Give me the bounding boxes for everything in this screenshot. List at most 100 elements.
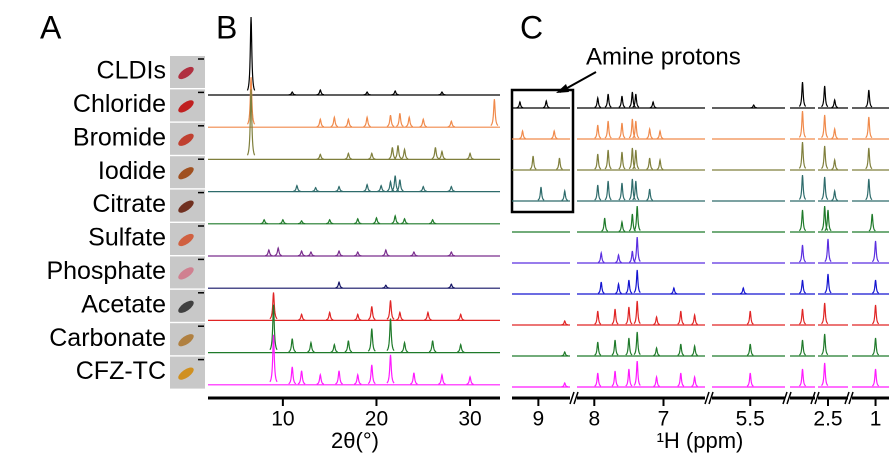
x-axis-label: ¹H (ppm): [657, 428, 744, 453]
diffraction-peak: [382, 248, 390, 257]
nmr-peak: [632, 180, 640, 201]
diffraction-peak: [288, 91, 296, 96]
axis-break: [573, 391, 579, 405]
axis-break: [782, 391, 788, 405]
nmr-peak: [633, 300, 641, 325]
nmr-peak: [646, 126, 654, 139]
diffraction-peak: [335, 185, 343, 192]
diffraction-peak: [391, 90, 399, 96]
diffraction-peak: [438, 91, 446, 96]
nmr-peak: [594, 372, 602, 387]
nmr-peak: [670, 286, 678, 295]
nmr-peak: [516, 100, 524, 109]
nmr-peak: [625, 368, 633, 387]
diffraction-peak: [382, 284, 390, 289]
crystal: [178, 66, 194, 80]
axis-break: [708, 391, 714, 405]
nmr-peak: [633, 360, 641, 386]
nmr-peak: [798, 339, 807, 356]
nmr-peak: [691, 374, 699, 387]
nmr-peak: [628, 118, 636, 139]
diffraction-peak: [424, 310, 432, 321]
diffraction-peak: [363, 115, 371, 128]
nmr-peak: [561, 188, 569, 201]
nmr-peak: [618, 151, 626, 170]
nmr-peak: [691, 312, 699, 325]
nmr-peak: [691, 343, 699, 356]
diffraction-peak: [396, 179, 404, 192]
crystal: [178, 367, 194, 380]
nmr-peak: [597, 250, 605, 263]
sample-name: Carbonate: [49, 324, 166, 352]
nmr-peak: [519, 129, 526, 140]
diffraction-peak: [344, 340, 353, 353]
sample-name: Sulfate: [88, 224, 166, 252]
x-tick-label: 30: [458, 408, 481, 431]
nmr-peak: [625, 337, 633, 356]
nmr-peak: [868, 213, 876, 232]
nmr-peak: [831, 188, 839, 201]
diffraction-peak: [396, 310, 404, 321]
nmr-peak: [601, 217, 609, 232]
diffraction-peak: [456, 313, 465, 321]
diffraction-peak: [307, 340, 315, 353]
nmr-peak: [871, 304, 880, 325]
diffraction-peak: [316, 117, 325, 128]
nmr-peak: [821, 333, 829, 356]
crystal: [178, 334, 194, 347]
nmr-peak: [677, 343, 685, 356]
axis-break: [704, 391, 710, 405]
x-tick-label: 10: [271, 408, 294, 431]
axis-break: [786, 391, 792, 405]
nmr-peak: [611, 370, 619, 387]
nmr-peak: [633, 236, 641, 262]
diffraction-peak: [447, 185, 456, 192]
nmr-peak: [646, 188, 654, 201]
diffraction-peak: [438, 372, 446, 385]
nmr-peak: [798, 368, 807, 387]
x-tick-label: 7: [658, 408, 670, 431]
diffraction-peak: [428, 218, 437, 225]
nmr-peak: [653, 315, 660, 326]
nmr-peak: [798, 308, 807, 325]
diffraction-peak: [419, 117, 428, 128]
nmr-peak: [824, 209, 832, 232]
nmr-peak: [529, 155, 537, 170]
diffraction-peak: [297, 249, 306, 257]
nmr-peak: [611, 308, 619, 325]
diffraction-peak: [325, 218, 334, 225]
diffraction-peak: [363, 183, 371, 192]
nmr-peak: [821, 205, 829, 231]
nmr-peak: [561, 319, 569, 326]
x-tick-label: 9: [533, 408, 545, 431]
diffraction-peak: [335, 280, 343, 289]
diffraction-peak: [330, 115, 339, 128]
nmr-peak: [594, 153, 602, 170]
nmr-peak: [625, 279, 633, 294]
diffraction-peak: [344, 117, 353, 128]
nmr-peak: [604, 93, 612, 108]
crystal: [178, 100, 194, 113]
crystal: [178, 133, 194, 146]
diffraction-peak: [405, 115, 414, 128]
arrow-head: [556, 84, 569, 93]
diffraction-peak: [297, 370, 306, 385]
x-tick-label: 2.5: [813, 408, 842, 431]
nmr-peak: [628, 147, 636, 170]
diffraction-peak: [386, 115, 395, 128]
nmr-peak: [872, 279, 880, 294]
highlight-box: [510, 88, 575, 214]
nmr-peak: [594, 310, 602, 325]
nmr-peak: [633, 205, 641, 231]
nmr-peak: [865, 89, 873, 108]
crystal: [178, 267, 194, 280]
diffraction-peak: [246, 77, 256, 125]
nmr-peak: [594, 341, 602, 356]
nmr-peak: [746, 372, 754, 387]
x-tick-label: 5.5: [736, 408, 765, 431]
diffraction-peak: [466, 152, 474, 160]
diffraction-peak: [353, 372, 362, 385]
nmr-peak: [633, 331, 641, 356]
nmr-peak: [542, 99, 550, 109]
